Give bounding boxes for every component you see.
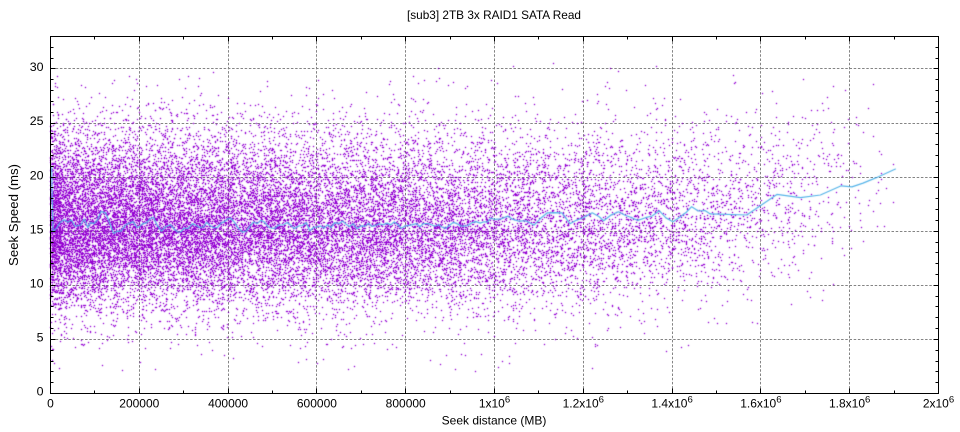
svg-text:0: 0 [47, 397, 54, 411]
svg-text:30: 30 [30, 60, 44, 74]
svg-text:10: 10 [30, 277, 44, 291]
svg-text:600000: 600000 [297, 397, 337, 411]
svg-text:25: 25 [30, 114, 44, 128]
svg-text:1.4x106: 1.4x106 [651, 395, 692, 411]
svg-text:1.6x106: 1.6x106 [740, 395, 781, 411]
svg-text:800000: 800000 [386, 397, 426, 411]
svg-text:15: 15 [30, 222, 44, 236]
svg-text:2x106: 2x106 [923, 395, 954, 411]
svg-text:1.8x106: 1.8x106 [829, 395, 870, 411]
svg-text:1x106: 1x106 [479, 395, 510, 411]
svg-text:1.2x106: 1.2x106 [563, 395, 604, 411]
svg-text:20: 20 [30, 168, 44, 182]
svg-text:Seek Speed (ms): Seek Speed (ms) [6, 164, 21, 266]
svg-text:0: 0 [37, 385, 44, 399]
svg-text:[sub3] 2TB 3x RAID1 SATA Read: [sub3] 2TB 3x RAID1 SATA Read [407, 8, 581, 22]
svg-text:5: 5 [37, 331, 44, 345]
svg-text:Seek distance (MB): Seek distance (MB) [442, 414, 547, 428]
svg-text:400000: 400000 [208, 397, 248, 411]
svg-text:200000: 200000 [119, 397, 159, 411]
